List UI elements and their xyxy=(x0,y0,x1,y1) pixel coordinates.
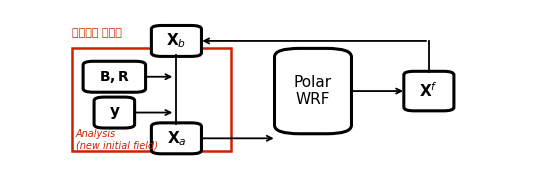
Text: WRF: WRF xyxy=(296,92,330,107)
FancyBboxPatch shape xyxy=(274,48,351,134)
Text: $\mathbf{X}_{a}$: $\mathbf{X}_{a}$ xyxy=(167,129,186,148)
FancyBboxPatch shape xyxy=(151,25,201,56)
Text: $\mathbf{B, R}$: $\mathbf{B, R}$ xyxy=(99,69,130,85)
FancyBboxPatch shape xyxy=(151,123,201,154)
Text: Polar: Polar xyxy=(294,75,332,90)
Text: Analysis
(new initial field): Analysis (new initial field) xyxy=(76,129,158,151)
FancyBboxPatch shape xyxy=(94,97,135,128)
Text: 자료동화 시스템: 자료동화 시스템 xyxy=(72,28,122,38)
Text: $\mathbf{X}_{b}$: $\mathbf{X}_{b}$ xyxy=(167,32,186,50)
Text: $\mathbf{X}^{f}$: $\mathbf{X}^{f}$ xyxy=(419,82,438,100)
FancyBboxPatch shape xyxy=(83,61,146,92)
Text: $\mathbf{y}$: $\mathbf{y}$ xyxy=(108,105,120,121)
Bar xyxy=(72,48,231,151)
FancyBboxPatch shape xyxy=(404,71,454,111)
